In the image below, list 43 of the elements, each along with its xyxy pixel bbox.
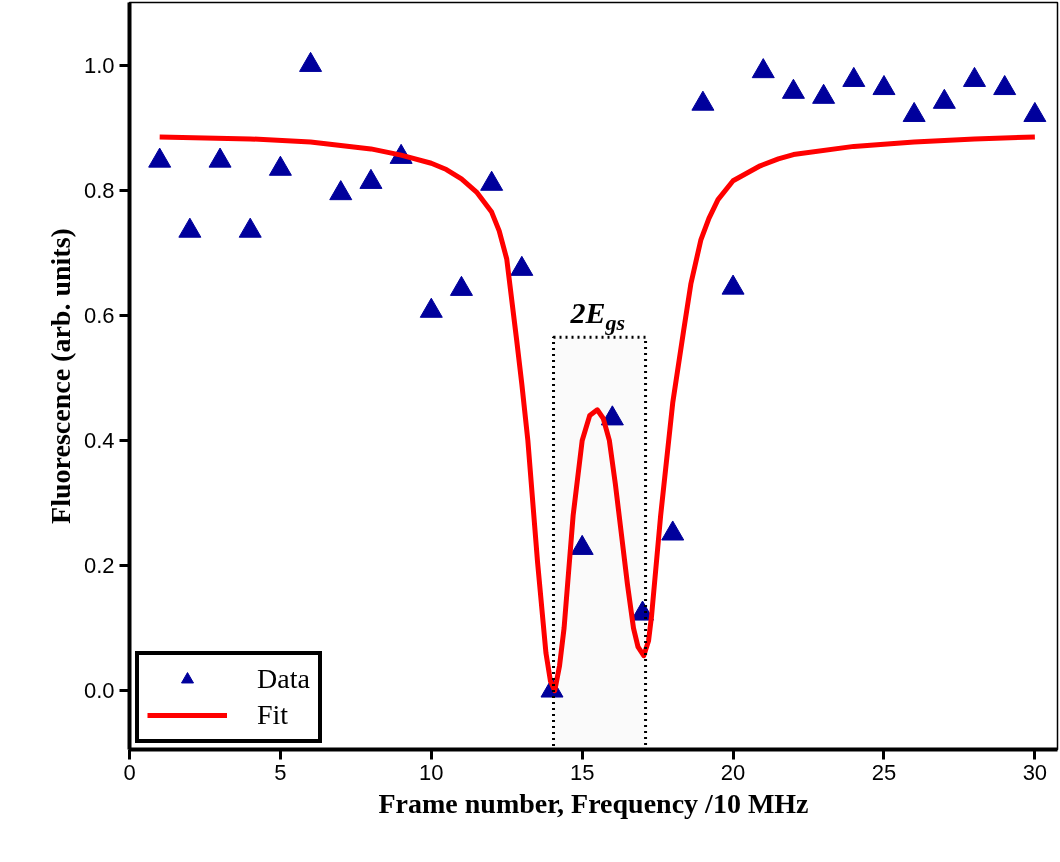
point — [842, 66, 866, 87]
point — [238, 217, 262, 238]
point — [570, 534, 594, 555]
point — [993, 75, 1017, 96]
point — [902, 101, 926, 122]
x-tick-label: 5 — [274, 759, 287, 785]
x-tick-label: 30 — [1022, 759, 1048, 785]
point — [781, 78, 805, 99]
point — [691, 90, 715, 111]
legend-label: Data — [257, 663, 310, 695]
point — [510, 255, 534, 276]
point — [963, 66, 987, 87]
x-tick-label: 20 — [720, 759, 746, 785]
y-tick-label: 0.4 — [83, 427, 115, 453]
y-tick-label: 1.0 — [83, 52, 115, 78]
point — [661, 520, 685, 541]
point — [329, 180, 353, 201]
point — [812, 83, 836, 104]
legend-label: Fit — [257, 699, 289, 731]
point — [751, 58, 775, 79]
point — [480, 170, 504, 191]
point — [1023, 101, 1047, 122]
point — [178, 217, 202, 238]
point — [872, 75, 896, 96]
x-tick-label: 10 — [419, 759, 444, 785]
y-tick-label: 0.6 — [83, 302, 115, 328]
x-tick-label: 0 — [123, 759, 136, 785]
x-tick-label: 25 — [871, 759, 897, 785]
y-tick-label: 0.8 — [83, 177, 115, 203]
y-tick-label: 0.2 — [83, 553, 115, 579]
point — [148, 147, 172, 168]
point — [419, 297, 443, 318]
point — [208, 147, 232, 168]
point — [268, 155, 292, 176]
y-tick-label: 0.0 — [83, 678, 115, 704]
y-axis-title: Fluorescence (arb. units) — [44, 228, 76, 524]
point — [359, 168, 383, 189]
point — [932, 88, 956, 109]
x-tick-label: 15 — [569, 759, 595, 785]
point — [449, 275, 473, 296]
point — [299, 51, 323, 72]
x-axis-title: Frame number, Frequency /10 MHz — [378, 787, 809, 819]
point — [721, 274, 745, 295]
